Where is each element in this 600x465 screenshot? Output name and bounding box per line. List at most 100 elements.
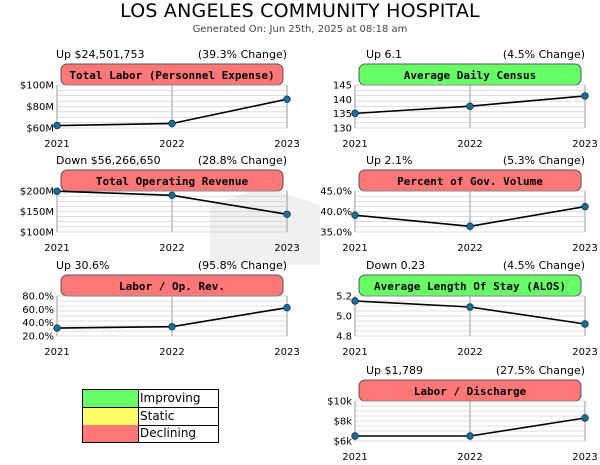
kpi-panel: Up 6.1 (4.5% Change) Average Daily Census 1… [333, 48, 598, 150]
data-point [351, 211, 359, 219]
change-percent: (4.5% Change) [502, 48, 585, 61]
y-tick-label: 80.0% [22, 292, 54, 303]
data-point [53, 187, 61, 195]
kpi-panel: Down 0.23 (4.5% Change) Average Length Of … [336, 259, 598, 359]
data-point [351, 432, 359, 440]
kpi-panel: Up 30.6% (95.8% Change) Labor / Op. Rev. 20… [22, 259, 300, 359]
legend-label-static: Static [140, 409, 175, 423]
data-point [168, 191, 176, 200]
change-percent: (28.8% Change) [197, 154, 287, 167]
line-chart: Average Length Of Stay (ALOS) 4.8 5.0 5.2 20… [336, 274, 598, 358]
change-amount: Up $1,789 [366, 364, 424, 377]
x-tick-label: 2022 [457, 139, 482, 150]
y-tick-label: 140 [333, 95, 352, 106]
x-tick-label: 2023 [572, 452, 597, 463]
y-tick-label: $80M [26, 102, 54, 113]
x-tick-label: 2022 [159, 243, 184, 254]
line-chart: Average Daily Census 130 135 140 145 2021 2022… [333, 63, 598, 150]
y-tick-label: 130 [333, 124, 352, 135]
line-chart: Labor / Discharge $6k $8k $10k 2021 2022 2023 [327, 379, 598, 463]
change-percent: (4.5% Change) [502, 259, 585, 272]
report-subtitle: Generated On: Jun 25th, 2025 at 08:18 am [192, 24, 408, 35]
x-tick-label: 2022 [159, 139, 184, 150]
x-tick-label: 2022 [457, 347, 482, 358]
report-title: LOS ANGELES COMMUNITY HOSPITAL [120, 0, 480, 22]
y-tick-label: $100M [20, 228, 54, 239]
y-tick-label: 135 [333, 109, 352, 120]
y-tick-label: $60M [26, 124, 54, 135]
y-tick-label: $100M [20, 81, 54, 92]
y-tick-label: $200M [20, 187, 54, 198]
kpi-panel: Up 2.1% (5.3% Change) Percent of Gov. Volu… [320, 154, 598, 254]
y-tick-label: $10k [327, 397, 352, 408]
change-amount: Down 0.23 [366, 259, 426, 272]
data-point [466, 432, 474, 440]
legend-item-static: Static [83, 408, 218, 426]
legend-swatch-static [83, 408, 139, 425]
chart-title: Labor / Discharge [414, 385, 527, 398]
line-chart: Percent of Gov. Volume 35.0% 40.0% 45.0% 202… [320, 169, 598, 254]
data-point [168, 322, 176, 331]
y-tick-label: 45.0% [320, 187, 352, 198]
data-point [53, 324, 61, 332]
legend-item-declining: Declining [83, 425, 218, 442]
data-point [466, 303, 474, 311]
x-tick-label: 2021 [44, 243, 69, 254]
y-tick-label: 20.0% [22, 332, 54, 343]
data-point [581, 202, 589, 211]
legend-swatch-declining [83, 425, 139, 442]
y-tick-label: 5.2 [336, 292, 352, 303]
x-tick-label: 2021 [342, 243, 367, 254]
change-percent: (95.8% Change) [197, 259, 287, 272]
change-amount: Up 6.1 [366, 48, 403, 61]
data-point [351, 297, 359, 305]
y-tick-label: 40.0% [320, 207, 352, 218]
y-tick-label: 145 [333, 81, 352, 92]
x-tick-label: 2023 [572, 347, 597, 358]
x-tick-label: 2021 [342, 347, 367, 358]
y-tick-label: $150M [20, 207, 54, 218]
y-tick-label: $6k [333, 437, 352, 448]
y-tick-label: 40.0% [22, 318, 54, 329]
x-tick-label: 2023 [274, 139, 299, 150]
data-point [168, 119, 176, 128]
change-amount: Up 2.1% [366, 154, 413, 167]
line-chart: Total Labor (Personnel Expense) $60M $80M $… [20, 63, 300, 150]
kpi-panel: Down $56,266,650 (28.8% Change) Total Oper… [20, 154, 300, 254]
change-amount: Up 30.6% [56, 259, 110, 272]
change-percent: (27.5% Change) [495, 364, 585, 377]
x-tick-label: 2023 [572, 139, 597, 150]
y-tick-label: 60.0% [22, 305, 54, 316]
data-point [466, 102, 474, 110]
legend-item-improving: Improving [83, 390, 218, 408]
y-tick-label: 5.0 [336, 312, 352, 323]
y-tick-label: 35.0% [320, 228, 352, 239]
data-point [283, 210, 291, 218]
x-tick-label: 2021 [342, 139, 367, 150]
chart-title: Percent of Gov. Volume [397, 175, 543, 188]
x-tick-label: 2022 [457, 243, 482, 254]
x-tick-label: 2023 [274, 243, 299, 254]
x-tick-label: 2022 [159, 347, 184, 358]
data-point [581, 320, 589, 328]
kpi-panel: Up $24,501,753 (39.3% Change) Total Labor … [20, 48, 300, 150]
legend-label-improving: Improving [140, 391, 201, 405]
kpi-panel: Up $1,789 (27.5% Change) Labor / Discharge… [327, 364, 598, 464]
change-amount: Down $56,266,650 [56, 154, 161, 167]
line-chart: Total Operating Revenue $100M $150M $200M 20… [20, 169, 300, 254]
change-percent: (39.3% Change) [197, 48, 287, 61]
data-point [283, 303, 291, 312]
x-tick-label: 2023 [572, 243, 597, 254]
chart-title: Average Daily Census [404, 69, 536, 82]
change-amount: Up $24,501,753 [56, 48, 145, 61]
chart-title: Total Labor (Personnel Expense) [69, 69, 274, 82]
x-tick-label: 2023 [274, 347, 299, 358]
y-tick-label: 4.8 [336, 332, 352, 343]
chart-title: Labor / Op. Rev. [119, 280, 225, 293]
data-point [466, 222, 474, 230]
x-tick-label: 2021 [44, 139, 69, 150]
x-tick-label: 2021 [44, 347, 69, 358]
data-point [351, 109, 359, 118]
data-point [283, 95, 291, 103]
legend-swatch-improving [83, 390, 139, 407]
